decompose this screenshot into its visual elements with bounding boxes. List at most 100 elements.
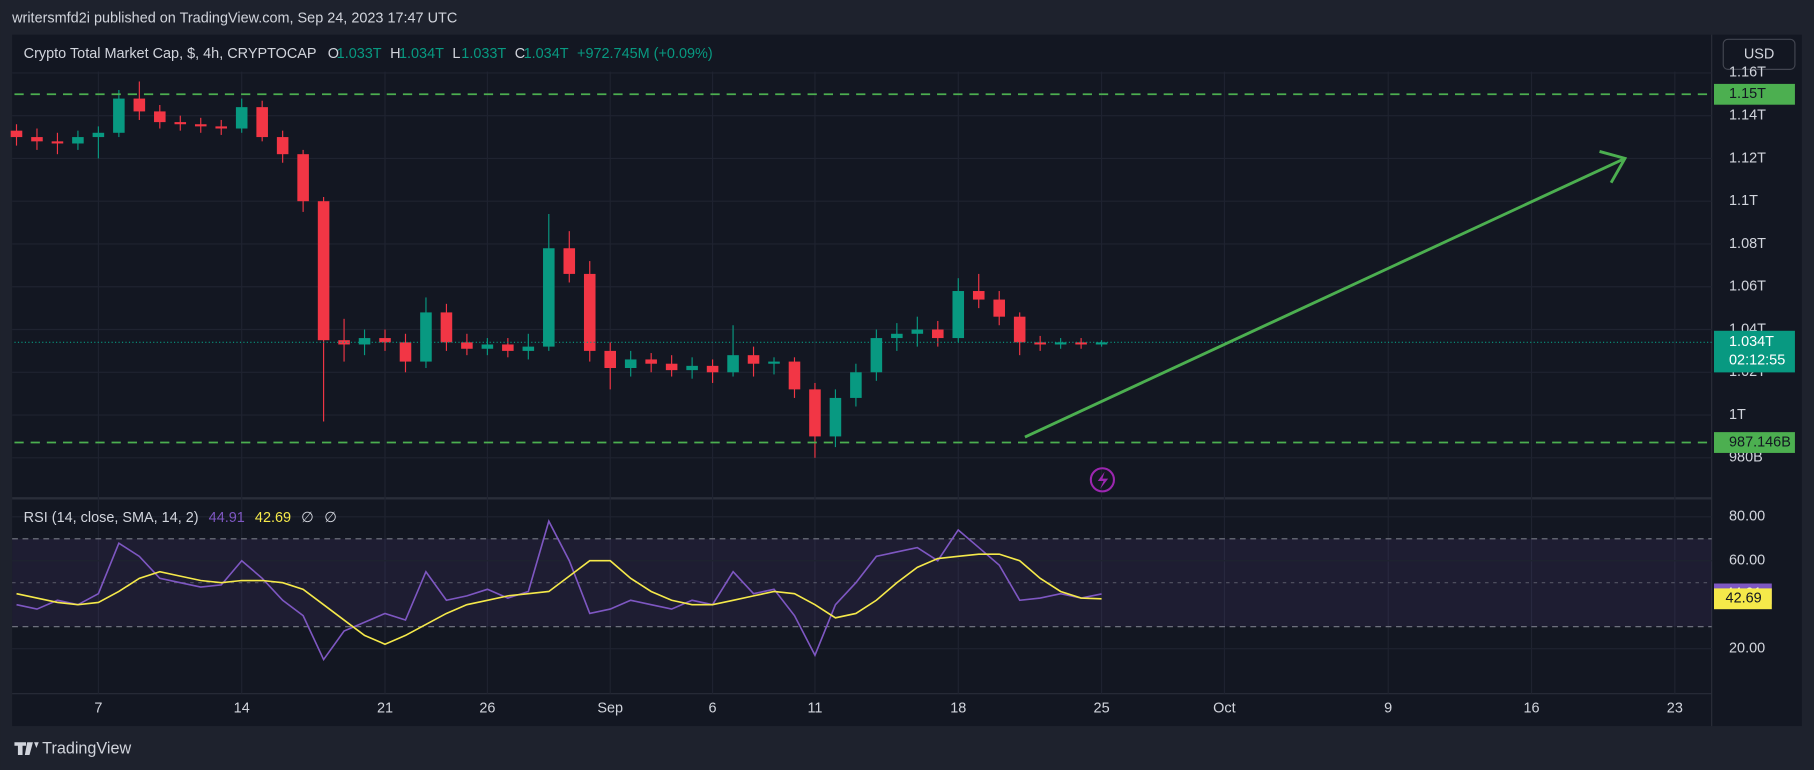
candle-body <box>194 124 207 127</box>
rsi-last-bg <box>1713 588 1772 610</box>
y-tick-label: 1.1T <box>1729 193 1758 209</box>
ohlc-value: 1.034T <box>524 46 569 62</box>
candle-body <box>154 111 166 123</box>
candle-body <box>850 372 862 398</box>
candle-body <box>133 98 146 112</box>
candle-body <box>235 107 248 129</box>
candle-body <box>829 397 842 437</box>
y-tick-label: 1.14T <box>1729 107 1766 123</box>
ohlc-value: 1.033T <box>337 46 382 62</box>
candle-body <box>645 359 657 364</box>
candle-body <box>563 248 576 274</box>
rsi-line <box>16 519 1102 662</box>
x-tick-label: 11 <box>807 701 822 717</box>
candle-body <box>543 248 555 347</box>
ohlc-legend: O1.033T H1.034T L 1.033T C1.034T +972.745M (+… <box>328 46 713 62</box>
y-tick-label: 1.16T <box>1729 65 1766 81</box>
x-tick-label: 23 <box>1667 701 1683 717</box>
brand: TradingView <box>42 739 131 757</box>
candle-body <box>481 344 494 349</box>
x-tick-label: 25 <box>1094 701 1110 717</box>
candle-body <box>993 299 1005 317</box>
candle-body <box>1013 316 1026 343</box>
ohlc-key: L <box>452 46 460 62</box>
level-label: 1.15T <box>1729 86 1766 102</box>
candle-body <box>113 98 125 133</box>
x-tick-label: 14 <box>234 701 250 717</box>
candle-body <box>420 312 432 362</box>
candle-body <box>522 346 535 351</box>
ohlc-value: 1.034T <box>399 46 444 62</box>
candle-body <box>379 338 391 343</box>
lightning <box>1097 471 1109 490</box>
chart-panel <box>12 34 1802 727</box>
y-tick-label: 1.06T <box>1729 279 1766 295</box>
x-tick-label: 16 <box>1523 701 1539 717</box>
candle-body <box>788 361 801 390</box>
candle-body <box>932 329 944 339</box>
candle-body <box>1095 342 1108 345</box>
x-tick-label: 26 <box>479 701 495 717</box>
candle-body <box>72 137 84 144</box>
level-label: 987.146B <box>1729 434 1791 450</box>
last-price-bg <box>1713 330 1795 373</box>
x-tick-label: 21 <box>377 701 393 717</box>
candle-body <box>686 365 698 371</box>
brand-logo <box>14 742 39 755</box>
y-tick-label: 1T <box>1729 407 1746 423</box>
ohlc-key: H <box>390 46 400 62</box>
candle-body <box>461 342 473 349</box>
rsi-legend: 44.91 42.69 ∅ ∅ <box>209 510 337 526</box>
candle-body <box>911 329 924 334</box>
rsi-value: 42.69 <box>255 510 291 526</box>
candle-body <box>583 273 596 351</box>
candle-body <box>706 365 719 373</box>
candle-body <box>809 389 821 437</box>
rsi-tick-label: 20.00 <box>1729 640 1765 656</box>
candle-body <box>1054 342 1067 345</box>
candle-body <box>1075 342 1087 345</box>
currency-button[interactable] <box>1722 38 1796 70</box>
rsi-last-label: 42.69 <box>1726 591 1762 607</box>
x-tick-label: 7 <box>94 701 102 717</box>
candle-body <box>727 355 739 373</box>
candle-body <box>276 137 289 155</box>
candle-body <box>747 355 760 364</box>
candle-body <box>768 361 780 364</box>
x-tick-label: 6 <box>709 701 717 717</box>
grid <box>12 71 1712 694</box>
rsi-line <box>16 553 1102 646</box>
candle-body <box>870 338 883 373</box>
candle-body <box>51 141 64 144</box>
countdown: 02:12:55 <box>1729 353 1785 369</box>
currency[interactable]: USD <box>1744 47 1774 63</box>
x-tick-label: 9 <box>1384 701 1392 717</box>
marks <box>10 81 1712 662</box>
rsi-tick-label: 60.00 <box>1729 553 1765 569</box>
ohlc-key: O <box>328 46 339 62</box>
x-tick-label: 18 <box>950 701 966 717</box>
candle-body <box>215 126 228 129</box>
candle-body <box>317 201 330 341</box>
candle-body <box>399 342 412 362</box>
y-tick-label: 980B <box>1729 450 1763 466</box>
candle-body <box>297 154 309 202</box>
ohlc-key: C <box>515 46 525 62</box>
level-label-bg <box>1713 432 1795 453</box>
publisher: writersmfd2i published on TradingView.co… <box>11 10 457 26</box>
candle-body <box>972 291 985 300</box>
trend-arrow <box>1024 150 1628 439</box>
ohlc-value: 1.033T <box>461 46 506 62</box>
rsi-value: 44.91 <box>209 510 245 526</box>
event-icon[interactable] <box>1089 467 1115 493</box>
candle-body <box>174 122 187 125</box>
rsi-tick-label: 80.00 <box>1729 509 1765 525</box>
level-label-bg <box>1713 83 1795 105</box>
candle-body <box>358 338 371 345</box>
candle-body <box>665 363 678 371</box>
symbol-title: Crypto Total Market Cap, $, 4h, CRYPTOCA… <box>24 46 317 62</box>
x-tick-label: Oct <box>1213 701 1235 717</box>
candle-body <box>1034 342 1046 345</box>
last-price-label: 1.034T <box>1729 334 1774 350</box>
candle-body <box>92 132 105 138</box>
